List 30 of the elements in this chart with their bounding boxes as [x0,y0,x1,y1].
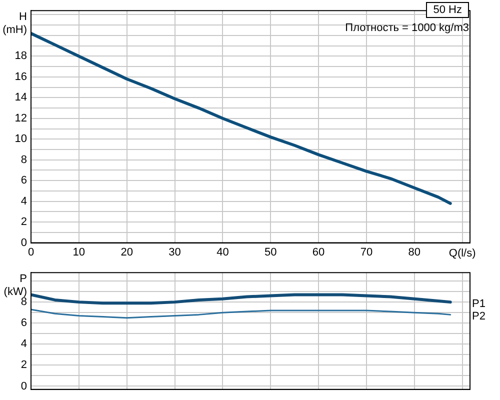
y-tick-label: 0 [20,236,27,249]
y-tick-label: 2 [20,359,27,372]
y-tick-label: 4 [20,195,27,208]
y-tick-label: 8 [20,154,27,166]
y-tick-label: 6 [20,174,27,187]
x-axis-title: Q(l/s) [448,247,476,260]
x-tick-label: 40 [216,246,229,258]
y-tick-label: 8 [20,296,27,308]
y-tick-label: 2 [20,216,27,228]
y-tick-label: 12 [14,112,27,124]
x-tick-label: 70 [360,246,373,258]
y-tick-label: 0 [20,380,27,392]
x-tick-label: 60 [312,246,325,258]
annotation: 50 Hz [426,2,469,18]
y-tick-label: 6 [20,317,27,330]
x-tick-label: 80 [408,246,421,258]
y-axis-title: H (mH) [2,11,28,36]
x-tick-label: 20 [120,246,133,258]
y-tick-label: 14 [14,92,27,104]
annotation: Плотность = 1000 kg/m3 [345,22,469,34]
x-tick-label: 50 [264,246,277,258]
y-axis-title: P (kW) [4,273,27,298]
series-label: P1 [472,298,486,310]
series-label: P2 [472,310,486,323]
y-tick-label: 4 [20,338,27,350]
x-tick-label: 10 [72,246,86,258]
x-tick-label: 30 [168,246,181,258]
y-tick-label: 18 [14,50,27,62]
y-tick-label: 10 [14,133,27,146]
y-tick-label: 16 [14,70,27,83]
